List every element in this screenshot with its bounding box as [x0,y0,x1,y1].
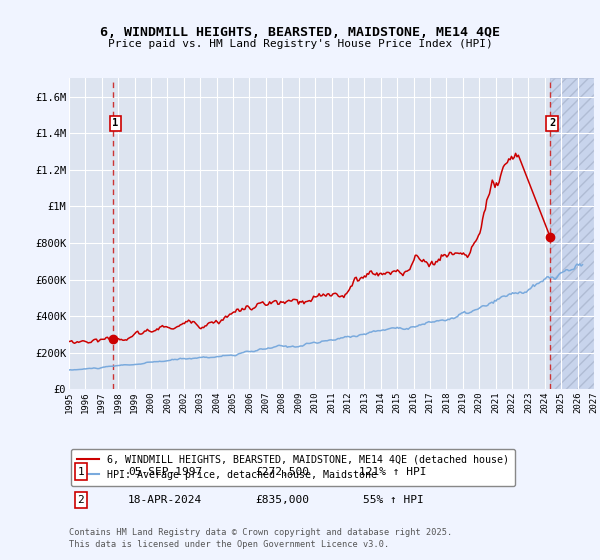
Text: 55% ↑ HPI: 55% ↑ HPI [362,495,424,505]
Legend: 6, WINDMILL HEIGHTS, BEARSTED, MAIDSTONE, ME14 4QE (detached house), HPI: Averag: 6, WINDMILL HEIGHTS, BEARSTED, MAIDSTONE… [71,449,515,486]
Text: 2: 2 [77,495,85,505]
Text: 1: 1 [77,466,85,477]
Bar [550,78,594,389]
Text: £835,000: £835,000 [255,495,309,505]
Text: 2: 2 [549,119,555,128]
Text: Contains HM Land Registry data © Crown copyright and database right 2025.
This d: Contains HM Land Registry data © Crown c… [69,528,452,549]
Text: Price paid vs. HM Land Registry's House Price Index (HPI): Price paid vs. HM Land Registry's House … [107,39,493,49]
Text: 18-APR-2024: 18-APR-2024 [128,495,202,505]
Text: 1: 1 [112,119,118,128]
Text: £272,500: £272,500 [255,466,309,477]
Text: 121% ↑ HPI: 121% ↑ HPI [359,466,427,477]
Bar [550,78,594,389]
Text: 6, WINDMILL HEIGHTS, BEARSTED, MAIDSTONE, ME14 4QE: 6, WINDMILL HEIGHTS, BEARSTED, MAIDSTONE… [100,26,500,39]
Text: 05-SEP-1997: 05-SEP-1997 [128,466,202,477]
